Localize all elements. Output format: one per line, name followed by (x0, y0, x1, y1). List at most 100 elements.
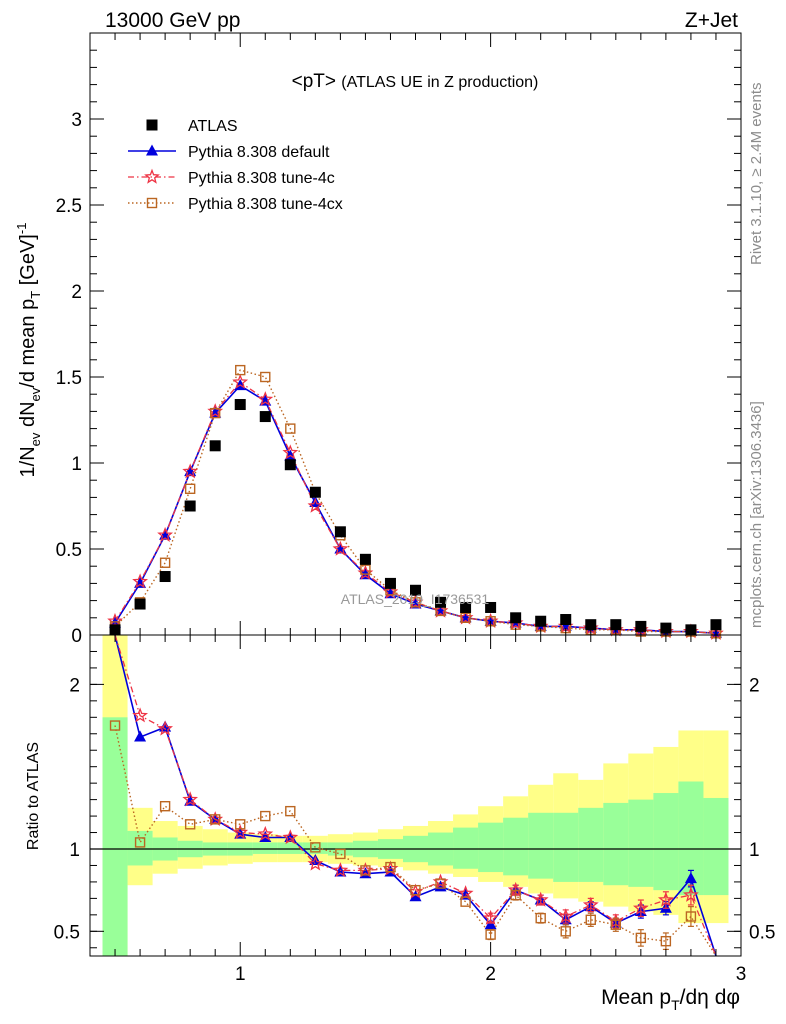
ratio-band-green (302, 842, 328, 854)
ratio-band-green (553, 812, 579, 882)
ratio-band-green (653, 793, 679, 891)
ratio-band-green (603, 802, 629, 886)
ratio-point-pythia-8-308-tune-4c (557, 908, 574, 924)
main-point-atlas (159, 571, 171, 583)
ratio-point-pythia-8-308-tune-4cx (585, 914, 596, 925)
ratio-point-pythia-8-308-tune-4c (132, 707, 149, 723)
main-point-atlas (435, 596, 447, 608)
main-point-pythia-8-308-tune-4cx (410, 597, 421, 608)
ratio-point-pythia-8-308-tune-4cx (310, 842, 321, 853)
chart-title-main: <pT> (292, 71, 342, 92)
main-point-pythia-8-308-tune-4cx (260, 371, 271, 383)
main-point-atlas (710, 619, 722, 631)
main-point-atlas (284, 459, 296, 471)
main-point-atlas (309, 486, 321, 498)
ratio-point-pythia-8-308-tune-4c (157, 720, 174, 736)
rivet-label: Rivet 3.1.10, ≥ 2.4M events (748, 83, 765, 266)
main-point-pythia-8-308-tune-4c (257, 391, 274, 407)
main-point-atlas (359, 553, 371, 565)
main-point-atlas (234, 399, 246, 411)
ratio-xtick-label: 2 (485, 964, 496, 985)
main-point-atlas (184, 500, 196, 512)
ratio-point-pythia-8-308-tune-4c (582, 896, 599, 912)
main-point-atlas (134, 598, 146, 610)
ratio-point-pythia-8-308-default (484, 918, 497, 930)
main-ytick-label: 1.5 (56, 368, 82, 389)
ratio-point-pythia-8-308-tune-4cx (235, 819, 246, 830)
ratio-ytick-label-right: 2 (749, 675, 760, 696)
main-point-pythia-8-308-tune-4c (282, 444, 299, 460)
ratio-panel: 0.5 0.5 1 1 2 2 1 2 3 Ratio to ATLAS Mean pT/dη dφ (25, 634, 775, 1013)
ratio-ytick-label: 1 (69, 840, 80, 861)
ratio-band-green (503, 817, 529, 876)
main-point-atlas (259, 411, 271, 423)
main-point-pythia-8-308-tune-4c (232, 373, 249, 389)
main-point-atlas (585, 619, 597, 631)
ratio-band-green (478, 822, 504, 873)
ratio-point-pythia-8-308-tune-4cx (410, 884, 421, 896)
ratio-point-pythia-8-308-default (684, 872, 697, 884)
ratio-point-pythia-8-308-tune-4c (532, 891, 549, 907)
ratio-band-green (703, 797, 729, 896)
header-right: Z+Jet (685, 9, 738, 32)
main-point-atlas (510, 612, 522, 624)
main-point-atlas (560, 614, 572, 626)
ratio-xlabel: Mean pT/dη dφ (601, 986, 740, 1013)
ratio-point-pythia-8-308-tune-4c (657, 891, 674, 907)
ratio-point-pythia-8-308-tune-4cx (260, 810, 271, 822)
ratio-ytick-label: 2 (69, 675, 80, 696)
ratio-point-pythia-8-308-tune-4cx (435, 878, 446, 889)
ratio-point-pythia-8-308-tune-4cx (159, 801, 171, 812)
main-point-atlas (610, 619, 622, 631)
ratio-point-pythia-8-308-tune-4cx (635, 932, 647, 944)
legend-label-pythia-8-308-default: Pythia 8.308 default (188, 144, 330, 161)
ratio-point-pythia-8-308-tune-4cx (209, 814, 221, 825)
ratio-point-pythia-8-308-tune-4c (182, 791, 199, 807)
ratio-point-pythia-8-308-tune-4cx (134, 837, 146, 848)
ratio-point-pythia-8-308-tune-4cx (385, 861, 396, 873)
ratio-band-green (127, 830, 153, 866)
ratio-band-green (528, 812, 554, 879)
main-panel: ATLAS_2019_I1736531 <pT> (ATLAS UE in Z p… (14, 32, 742, 647)
ratio-point-pythia-8-308-tune-4c (257, 825, 274, 841)
ratio-point-pythia-8-308-tune-4cx (460, 896, 471, 907)
main-ytick-label: 0.5 (56, 540, 82, 561)
ratio-point-pythia-8-308-tune-4cx (660, 935, 672, 947)
watermark: ATLAS_2019_I1736531 (341, 591, 490, 607)
ratio-ytick-label-right: 0.5 (749, 922, 775, 943)
ratio-point-pythia-8-308-tune-4cx (335, 848, 346, 860)
main-point-atlas (410, 584, 421, 596)
main-ytick-label: 0 (71, 626, 82, 647)
ratio-point-pythia-8-308-tune-4cx (610, 919, 622, 930)
ratio-point-pythia-8-308-tune-4cx (184, 819, 196, 830)
main-ytick-label: 3 (71, 110, 82, 131)
legend-marker-pythia-8-308-tune-4cx (146, 197, 158, 209)
ratio-band-green (453, 827, 479, 869)
ratio-point-pythia-8-308-tune-4c (457, 885, 474, 901)
main-point-pythia-8-308-tune-4cx (209, 407, 221, 419)
ratio-line-pythia-8-308-tune-4c (114, 635, 717, 956)
ratio-point-pythia-8-308-tune-4c (482, 909, 499, 925)
main-point-pythia-8-308-tune-4c (157, 526, 174, 542)
ratio-xtick-label: 1 (235, 964, 246, 985)
ratio-band-green (252, 842, 278, 854)
main-point-pythia-8-308-tune-4c (307, 497, 324, 513)
ratio-band-green (102, 717, 128, 956)
legend-label-atlas: ATLAS (188, 118, 238, 135)
ratio-point-pythia-8-308-tune-4cx (485, 929, 496, 940)
ratio-point-pythia-8-308-default (134, 730, 147, 742)
ratio-ytick-label: 0.5 (54, 922, 80, 943)
legend-marker-pythia-8-308-default (146, 144, 158, 156)
ratio-band-green (578, 807, 604, 882)
main-ytick-label: 2.5 (56, 196, 82, 217)
chart-title: <pT> (ATLAS UE in Z production) (292, 71, 539, 92)
main-point-atlas (635, 620, 647, 632)
header-left: 13000 GeV pp (105, 9, 240, 32)
ratio-ylabel: Ratio to ATLAS (25, 742, 42, 850)
main-point-pythia-8-308-tune-4cx (285, 423, 296, 434)
ratio-point-pythia-8-308-tune-4c (332, 862, 349, 878)
ratio-point-pythia-8-308-tune-4cx (109, 720, 121, 731)
legend-marker-atlas (146, 119, 158, 131)
ratio-point-pythia-8-308-tune-4c (682, 886, 699, 902)
